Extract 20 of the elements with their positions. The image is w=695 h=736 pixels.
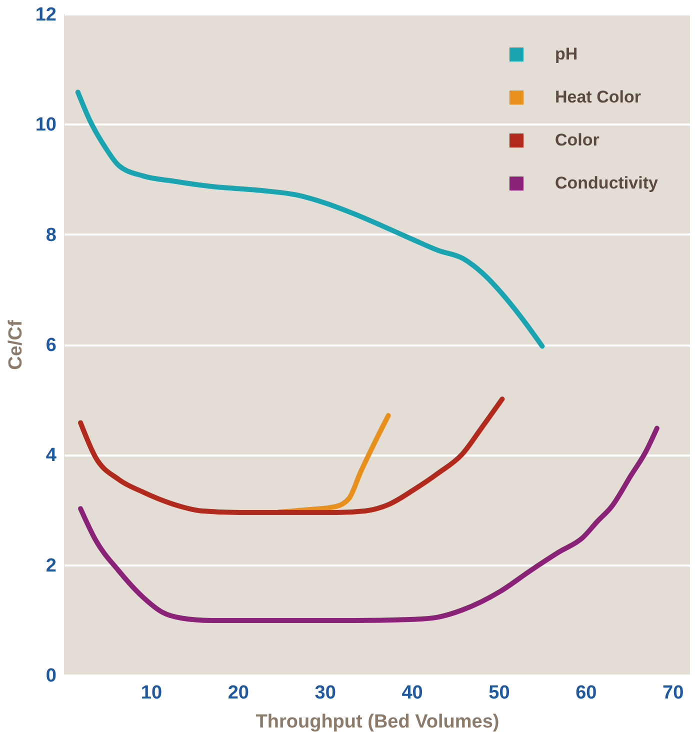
legend-label: Heat Color <box>555 88 642 106</box>
y-tick-label: 12 <box>35 4 56 26</box>
y-tick-label: 10 <box>35 114 56 136</box>
y-tick-label: 4 <box>46 445 57 466</box>
legend-label: pH <box>555 44 578 64</box>
y-tick-label: 0 <box>46 666 56 686</box>
x-tick-label: 20 <box>228 682 249 704</box>
x-tick-label: 30 <box>314 682 336 704</box>
x-tick-label: 70 <box>662 682 684 704</box>
y-axis-title: Ce/Cf <box>5 320 26 370</box>
x-tick-label: 40 <box>402 682 423 704</box>
x-axis-title: Throughput (Bed Volumes) <box>256 712 500 732</box>
x-tick-label: 50 <box>488 682 510 704</box>
x-tick-label: 10 <box>140 682 162 704</box>
legend-label: Conductivity <box>555 174 658 192</box>
y-tick-label: 8 <box>46 224 56 246</box>
y-tick-label: 2 <box>46 555 56 576</box>
y-tick-label: 6 <box>46 335 56 356</box>
x-tick-label: 60 <box>576 682 597 704</box>
legend-label: Color <box>555 130 600 150</box>
